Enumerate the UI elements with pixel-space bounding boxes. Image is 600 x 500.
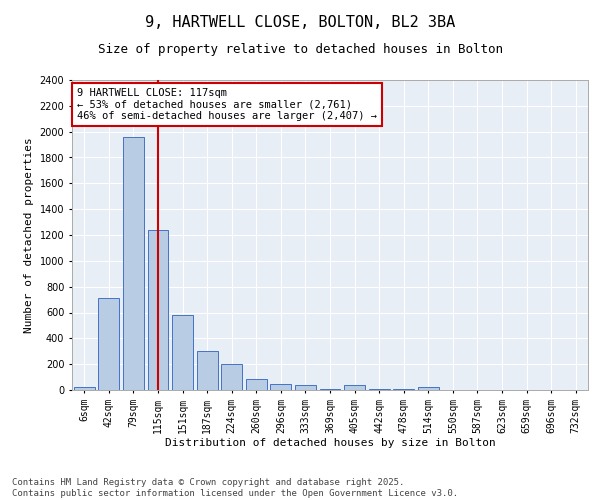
Bar bbox=[148, 230, 169, 390]
Bar bbox=[246, 379, 267, 390]
Bar bbox=[98, 298, 119, 390]
Bar bbox=[320, 388, 340, 390]
Bar bbox=[221, 364, 242, 390]
Text: Contains HM Land Registry data © Crown copyright and database right 2025.
Contai: Contains HM Land Registry data © Crown c… bbox=[12, 478, 458, 498]
Bar bbox=[197, 350, 218, 390]
Text: 9 HARTWELL CLOSE: 117sqm
← 53% of detached houses are smaller (2,761)
46% of sem: 9 HARTWELL CLOSE: 117sqm ← 53% of detach… bbox=[77, 88, 377, 121]
Bar bbox=[344, 386, 365, 390]
Bar bbox=[271, 384, 292, 390]
Text: Size of property relative to detached houses in Bolton: Size of property relative to detached ho… bbox=[97, 42, 503, 56]
Text: 9, HARTWELL CLOSE, BOLTON, BL2 3BA: 9, HARTWELL CLOSE, BOLTON, BL2 3BA bbox=[145, 15, 455, 30]
Y-axis label: Number of detached properties: Number of detached properties bbox=[24, 137, 34, 333]
X-axis label: Distribution of detached houses by size in Bolton: Distribution of detached houses by size … bbox=[164, 438, 496, 448]
Bar bbox=[418, 388, 439, 390]
Bar bbox=[123, 137, 144, 390]
Bar bbox=[295, 386, 316, 390]
Bar bbox=[172, 315, 193, 390]
Bar bbox=[74, 388, 95, 390]
